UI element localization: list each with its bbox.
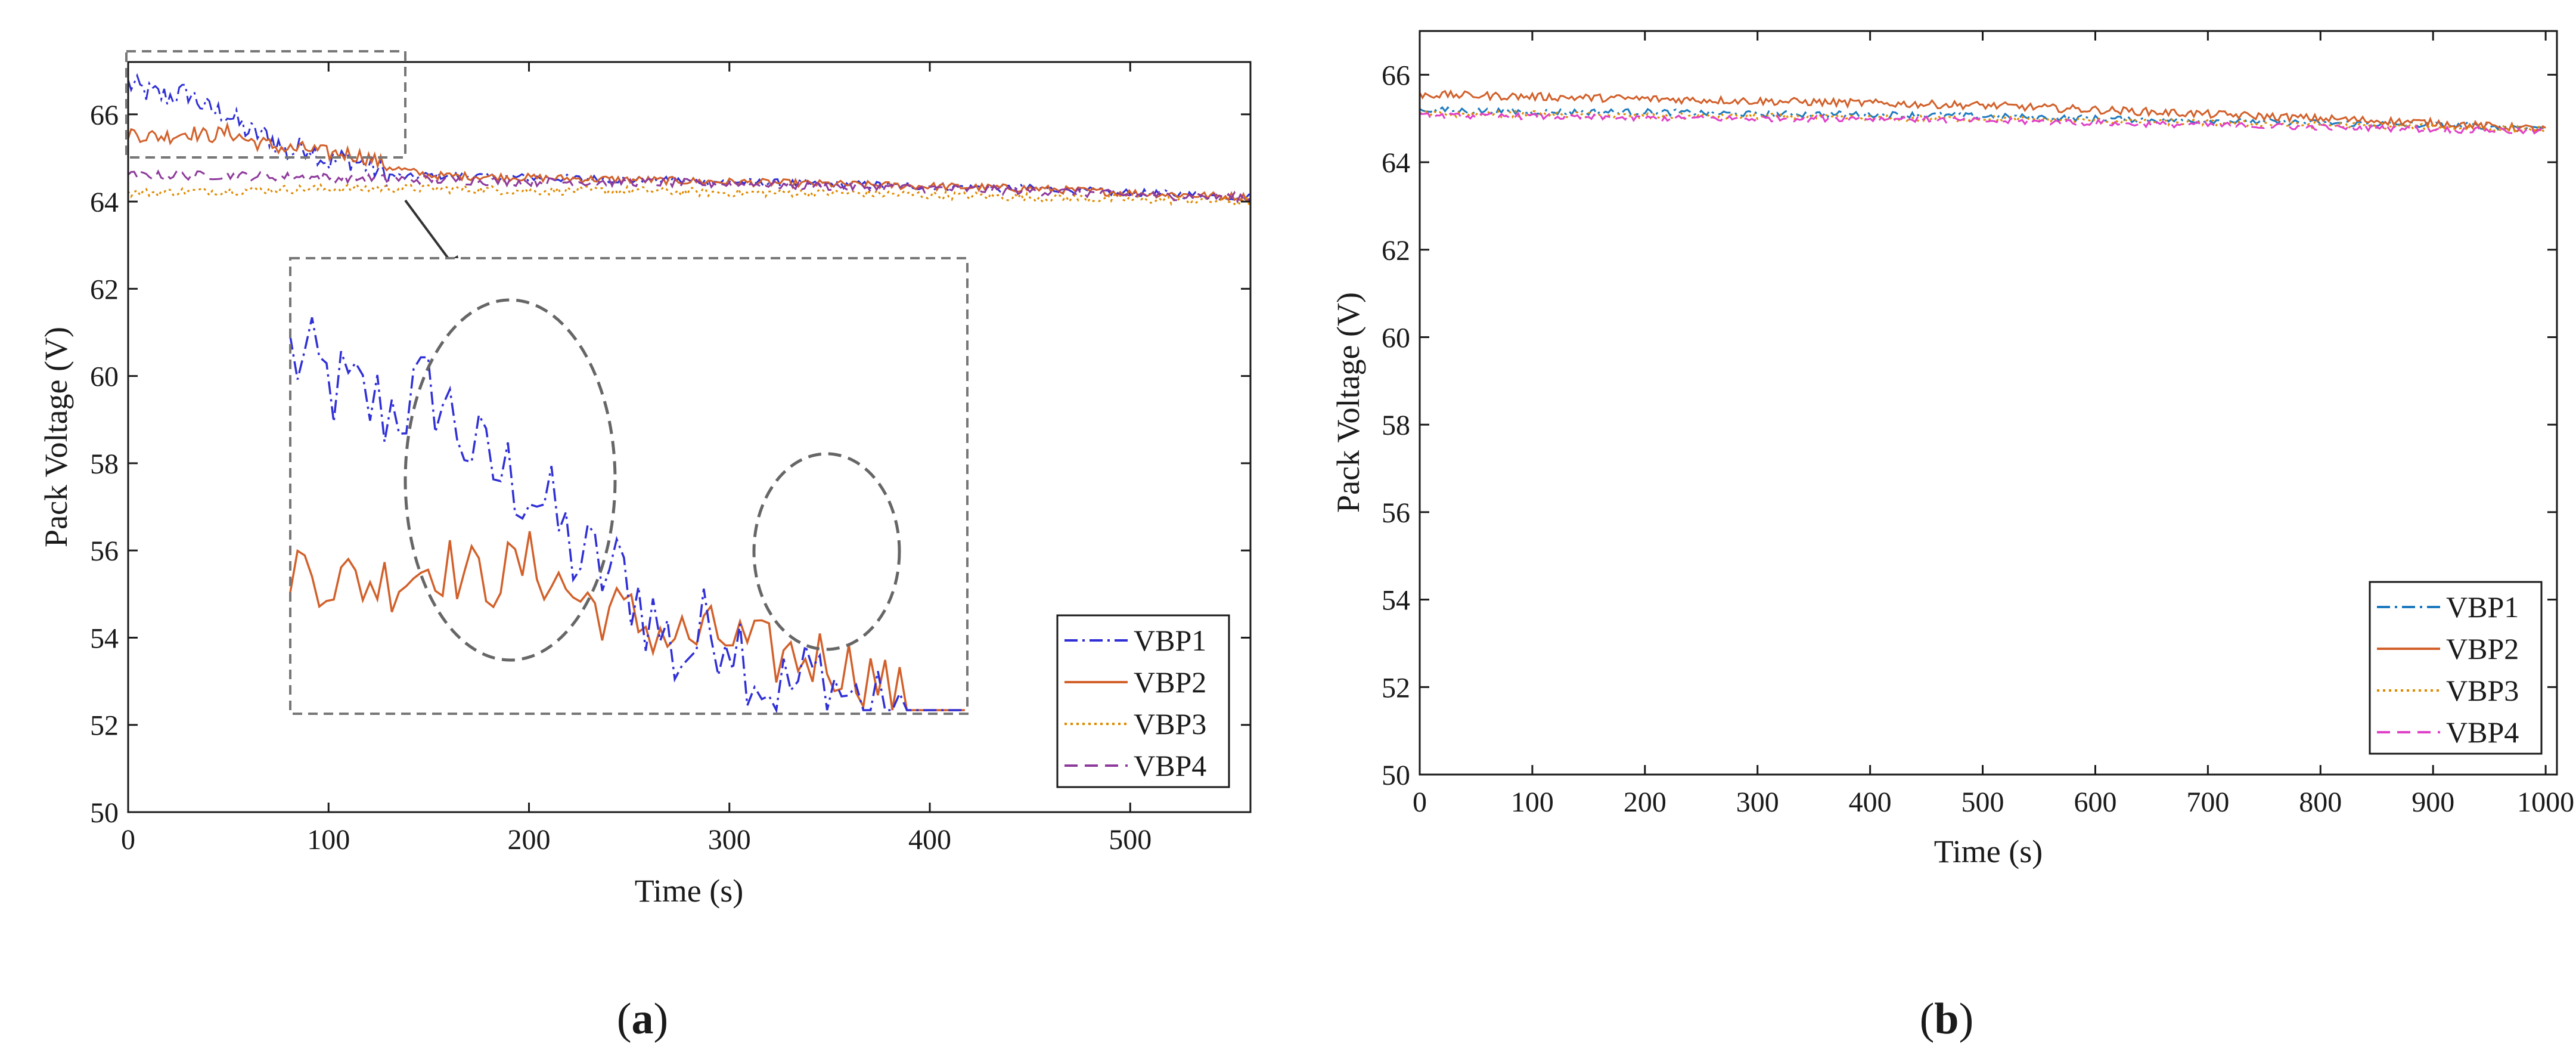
panel-b-x-tick-label: 0 <box>1413 786 1427 818</box>
panel-a-inset-series-vbp1-line <box>289 317 965 714</box>
panel-b-y-tick-label: 56 <box>1382 497 1410 529</box>
panel-a-y-tick-label: 60 <box>90 361 119 393</box>
panel-b-series-vbp3-line <box>1419 109 2546 134</box>
panel-a-legend-label-vbp3: VBP3 <box>1134 707 1206 741</box>
panel-b-ticks: 0 100 200 300 400 500 600 700 800 900 1000 50 52 54 56… <box>1382 31 2574 818</box>
panel-a-inset-background <box>290 258 967 714</box>
panel-b-legend-label-vbp4: VBP4 <box>2446 716 2519 749</box>
panel-a-legend-label-vbp4: VBP4 <box>1134 749 1206 782</box>
panel-b-x-tick-label: 600 <box>2074 786 2116 818</box>
panel-a-series-vbp2-line <box>127 121 1250 203</box>
panel-b-chart: 0 100 200 300 400 500 600 700 800 900 1000 50 52 54 56… <box>1330 30 2574 1043</box>
panel-b-series-vbp2-line <box>1419 89 2546 134</box>
panel-a-legend-label-vbp2: VBP2 <box>1134 665 1206 699</box>
panel-a-x-tick-label: 300 <box>708 824 751 856</box>
panel-a-zoom-arrow <box>404 199 454 266</box>
panel-b-caption: (b) <box>1920 995 1973 1043</box>
panel-a-y-axis-label: Pack Voltage (V) <box>38 327 74 547</box>
panel-b-x-tick-label: 900 <box>2411 786 2454 818</box>
panel-a-legend-box <box>1056 614 1230 788</box>
panel-a-inset-series <box>289 317 965 714</box>
panel-b-y-tick-label: 50 <box>1382 760 1410 791</box>
panel-b-x-tick-label: 300 <box>1736 786 1779 818</box>
panel-a-x-tick-label: 400 <box>908 824 951 856</box>
panel-a-x-tick-label: 100 <box>307 824 350 856</box>
panel-a-y-tick-label: 64 <box>90 187 119 218</box>
panel-b-x-axis-label: Time (s) <box>1934 834 2043 869</box>
panel-b-y-tick-label: 60 <box>1382 322 1410 354</box>
panel-a-y-tick-label: 56 <box>90 535 119 567</box>
panel-a-x-tick-label: 0 <box>121 824 135 856</box>
panel-a-inset-zoom <box>289 257 969 715</box>
panel-b-series-vbp1-line <box>1419 106 2547 131</box>
panel-b-y-tick-label: 64 <box>1382 147 1410 179</box>
panel-a-y-tick-label: 62 <box>90 274 119 305</box>
panel-b-y-tick-label: 52 <box>1382 672 1410 704</box>
panel-a-x-axis-label: Time (s) <box>635 873 744 909</box>
panel-a-inset-highlight-ellipse-2 <box>752 452 901 651</box>
panel-a-legend-label-vbp1: VBP1 <box>1134 624 1206 657</box>
panel-a-inset-frame <box>289 257 969 715</box>
panel-a-inset-highlight-ellipse-1 <box>404 298 617 662</box>
panel-b-x-tick-label: 200 <box>1624 786 1666 818</box>
panel-a-zoom-source-box <box>125 50 406 159</box>
panel-b-x-tick-label: 1000 <box>2517 786 2574 818</box>
panel-b-y-axis-label: Pack Voltage (V) <box>1330 292 1366 513</box>
panel-b-x-tick-label: 100 <box>1511 786 1554 818</box>
panel-b-legend-label-vbp2: VBP2 <box>2446 632 2519 665</box>
panel-a-ticks: 0 100 200 300 400 500 50 52 54 56 58 60 62 64 66 <box>90 62 1250 856</box>
panel-b-legend-box <box>2369 581 2543 755</box>
panel-a-y-tick-label: 66 <box>90 100 119 131</box>
panel-b-y-tick-label: 62 <box>1382 235 1410 267</box>
panel-b-legend-label-vbp1: VBP1 <box>2446 590 2519 624</box>
panel-b-legend: VBP1 VBP2 VBP3 VBP4 <box>2369 581 2543 755</box>
panel-a-y-tick-label: 50 <box>90 797 119 829</box>
panel-a-series-group <box>127 73 1250 206</box>
panel-b-y-tick-label: 66 <box>1382 60 1410 91</box>
panel-b-y-tick-label: 58 <box>1382 410 1410 441</box>
panel-b-y-tick-label: 54 <box>1382 585 1410 617</box>
panel-a-x-tick-label: 200 <box>508 824 551 856</box>
panel-b-series-group <box>1419 89 2547 135</box>
panel-b-x-tick-label: 700 <box>2186 786 2229 818</box>
panel-a-y-tick-label: 52 <box>90 710 119 742</box>
panel-a-series-vbp1-line <box>127 73 1250 202</box>
panel-a-x-tick-label: 500 <box>1109 824 1152 856</box>
panel-a-caption: (a) <box>617 995 668 1043</box>
panel-a-series-vbp4-line <box>127 169 1250 204</box>
panel-a-y-tick-label: 54 <box>90 623 119 654</box>
panel-a-plot-frame <box>127 61 1252 813</box>
panel-b-legend-label-vbp3: VBP3 <box>2446 674 2519 707</box>
panel-a-y-tick-label: 58 <box>90 448 119 480</box>
panel-a-legend: VBP1 VBP2 VBP3 VBP4 <box>1056 614 1230 788</box>
panel-b-series-vbp4-line <box>1419 112 2546 135</box>
panel-a-series-vbp3-line <box>127 182 1250 206</box>
panel-b-x-tick-label: 400 <box>1849 786 1892 818</box>
panel-a-chart: 0 100 200 300 400 500 50 52 54 56 58 60 62 64 66 Time … <box>38 50 1252 1043</box>
panel-b-x-tick-label: 800 <box>2299 786 2342 818</box>
panel-b-x-tick-label: 500 <box>1962 786 2004 818</box>
panel-b-plot-frame <box>1419 30 2558 776</box>
